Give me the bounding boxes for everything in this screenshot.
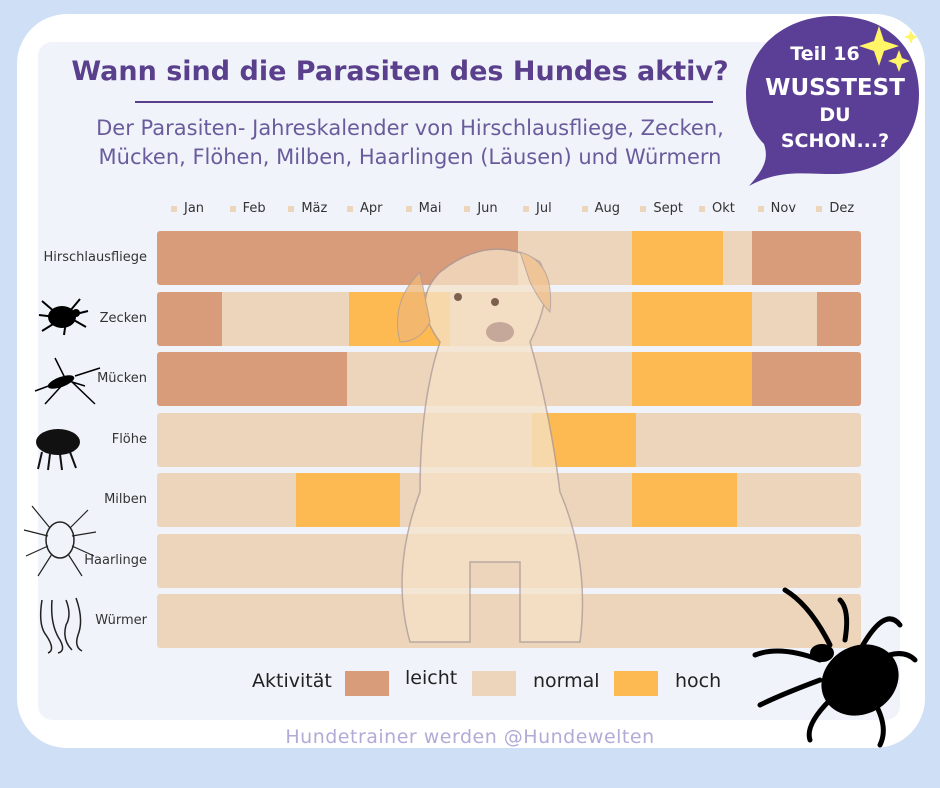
segment-normal — [752, 292, 817, 346]
activity-bar — [157, 352, 861, 406]
segment-normal — [221, 292, 349, 346]
segment-hoch — [632, 352, 753, 406]
activity-bar — [157, 231, 861, 285]
segment-leicht — [817, 292, 861, 346]
legend-label-normal: normal — [533, 670, 600, 692]
row-label: Hirschlausfliege — [43, 250, 147, 265]
row-label: Mücken — [97, 371, 147, 386]
badge-line-2: DU — [819, 104, 851, 126]
month-label: Mai — [405, 201, 442, 216]
month-marker — [347, 205, 353, 212]
month-marker — [288, 205, 295, 212]
row-label: Flöhe — [111, 432, 147, 447]
sparkle-icon — [904, 30, 918, 44]
tick-icon — [38, 298, 89, 336]
segment-hoch — [632, 292, 753, 346]
subtitle-line-1: Der Parasiten- Jahreskalender von Hirsch… — [96, 116, 724, 140]
title-underline — [135, 101, 713, 103]
month-marker — [523, 205, 529, 212]
sparkle-icon — [888, 50, 910, 72]
month-marker — [405, 205, 412, 212]
month-text: Mäz — [301, 201, 328, 216]
month-label: Jan — [171, 201, 204, 216]
segment-hoch — [632, 231, 724, 285]
dog-illustration — [397, 248, 584, 643]
page-title: Wann sind die Parasiten des Hundes aktiv… — [71, 56, 729, 87]
month-label: Nov — [757, 201, 797, 216]
month-text: Sept — [653, 201, 683, 216]
worm-icon — [39, 597, 83, 654]
month-marker — [171, 205, 177, 212]
month-text: Dez — [829, 201, 855, 216]
speech-bubble — [746, 16, 919, 186]
mosquito-icon — [34, 357, 101, 405]
legend-title: Aktivität — [252, 670, 332, 692]
segment-leicht — [752, 352, 861, 406]
month-label: Sept — [640, 201, 683, 216]
month-label: Mäz — [288, 201, 327, 216]
subtitle-line-2: Mücken, Flöhen, Milben, Haarlingen (Läus… — [98, 145, 722, 169]
month-text: Nov — [770, 201, 797, 216]
month-text: Apr — [360, 201, 383, 216]
month-label: Aug — [581, 201, 621, 216]
month-marker — [699, 205, 705, 212]
month-marker — [581, 205, 588, 212]
month-label: Jun — [464, 201, 498, 216]
sparkle-icon — [859, 26, 899, 66]
badge-part: Teil 16 — [790, 43, 860, 65]
month-marker — [464, 205, 471, 212]
row-label: Haarlinge — [84, 553, 147, 568]
legend-label-leicht: leicht — [405, 667, 458, 689]
activity-bar — [157, 594, 861, 648]
row-label: Zecken — [99, 311, 147, 326]
month-marker — [757, 205, 764, 212]
month-label: Apr — [347, 201, 383, 216]
segment-normal — [157, 594, 861, 648]
month-label: Okt — [699, 201, 735, 216]
month-label: Feb — [229, 201, 266, 216]
month-label: Dez — [816, 201, 854, 216]
month-text: Jul — [536, 201, 552, 216]
segment-hoch — [632, 473, 738, 527]
segment-leicht — [157, 292, 222, 346]
legend-swatch-leicht — [345, 671, 389, 696]
badge-line-1: WUSSTEST — [765, 75, 905, 101]
segment-normal — [737, 473, 861, 527]
segment-leicht — [157, 352, 348, 406]
month-text: Feb — [242, 201, 266, 216]
month-text: Jan — [184, 201, 205, 216]
month-text: Okt — [712, 201, 735, 216]
segment-normal — [157, 473, 297, 527]
footer-credit: Hundetrainer werden @Hundewelten — [285, 726, 655, 748]
month-text: Mai — [418, 201, 442, 216]
large-tick-icon — [752, 587, 918, 748]
month-text: Jun — [477, 201, 498, 216]
month-marker — [816, 205, 823, 212]
flea-icon — [36, 429, 80, 471]
segment-normal — [635, 413, 861, 467]
segment-hoch — [296, 473, 400, 527]
row-label: Milben — [104, 492, 147, 507]
month-marker — [640, 205, 647, 212]
segment-leicht — [752, 231, 861, 285]
mite-icon — [23, 505, 97, 577]
row-label: Würmer — [95, 613, 147, 628]
badge-line-3: SCHON...? — [780, 130, 890, 152]
legend-label-hoch: hoch — [675, 670, 722, 692]
legend-swatch-hoch — [614, 671, 658, 696]
month-label: Jul — [523, 201, 552, 216]
month-marker — [229, 205, 236, 212]
month-text: Aug — [594, 201, 621, 216]
segment-normal — [723, 231, 753, 285]
legend-swatch-normal — [472, 671, 516, 696]
